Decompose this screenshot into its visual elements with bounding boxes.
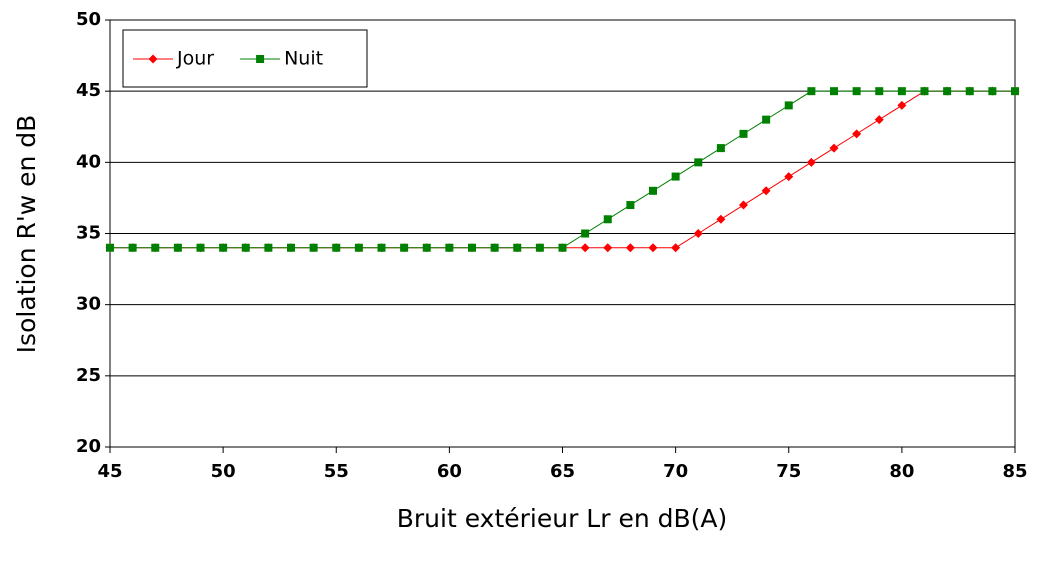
data-point [739, 200, 748, 210]
data-point [875, 87, 884, 96]
data-point [603, 215, 612, 224]
data-point [603, 243, 613, 253]
data-point [625, 243, 635, 253]
data-point [671, 243, 681, 253]
y-tick-label: 40 [76, 151, 101, 172]
data-point [128, 243, 137, 252]
data-point [581, 229, 590, 238]
data-point [241, 243, 250, 252]
y-tick-label: 45 [76, 80, 101, 101]
data-point [468, 243, 476, 252]
y-tick-label: 20 [76, 436, 101, 457]
data-point [535, 243, 544, 252]
data-point [761, 186, 771, 196]
data-point [943, 87, 952, 96]
y-tick-label: 30 [76, 294, 101, 315]
data-point [151, 243, 160, 252]
x-tick-label: 70 [663, 461, 688, 482]
y-tick-label: 50 [76, 9, 101, 30]
data-point [513, 243, 522, 252]
data-point [716, 144, 725, 153]
data-point [196, 243, 205, 252]
data-point [920, 87, 929, 96]
legend-label: Jour [176, 48, 214, 70]
data-point [784, 172, 794, 182]
x-tick-label: 85 [1002, 461, 1027, 482]
data-point [287, 243, 295, 252]
data-point [422, 243, 431, 252]
data-point [852, 87, 861, 96]
data-point [219, 243, 228, 252]
x-tick-label: 55 [324, 461, 349, 482]
data-point [897, 100, 907, 110]
legend-label: Nuit [284, 48, 323, 70]
data-point [806, 157, 816, 167]
data-point [354, 243, 363, 252]
x-tick-label: 60 [437, 461, 462, 482]
data-point [830, 87, 838, 96]
x-tick-label: 75 [776, 461, 801, 482]
data-point [309, 243, 318, 252]
data-point [558, 243, 567, 252]
data-point [626, 201, 635, 210]
data-point [694, 158, 703, 167]
data-point [490, 243, 499, 252]
data-point [874, 115, 884, 125]
data-point [784, 101, 793, 110]
legend-marker [256, 55, 265, 63]
data-point [988, 87, 997, 96]
data-point [377, 243, 386, 252]
data-point [829, 143, 839, 153]
data-point [649, 186, 657, 195]
data-point [807, 87, 816, 96]
data-point [671, 172, 680, 181]
x-axis-label: Bruit extérieur Lr en dB(A) [397, 504, 728, 533]
y-tick-label: 25 [76, 365, 101, 386]
y-tick-label: 35 [76, 223, 101, 244]
y-axis-label: Isolation R'w en dB [12, 115, 41, 354]
x-tick-label: 80 [889, 461, 914, 482]
legend-marker [148, 54, 158, 64]
data-point [965, 87, 974, 96]
data-point [693, 229, 703, 238]
x-tick-label: 45 [97, 461, 122, 482]
data-point [852, 129, 862, 139]
data-point [739, 129, 748, 138]
data-point [445, 243, 454, 252]
data-point [173, 243, 182, 252]
data-point [400, 243, 409, 252]
data-point [1011, 87, 1019, 96]
data-point [332, 243, 341, 252]
data-point [648, 243, 658, 253]
x-tick-label: 65 [550, 461, 575, 482]
data-point [580, 243, 590, 253]
data-point [264, 243, 273, 252]
data-point [897, 87, 906, 96]
data-point [106, 243, 114, 252]
x-tick-label: 50 [211, 461, 236, 482]
data-point [716, 214, 726, 224]
data-point [762, 115, 771, 124]
